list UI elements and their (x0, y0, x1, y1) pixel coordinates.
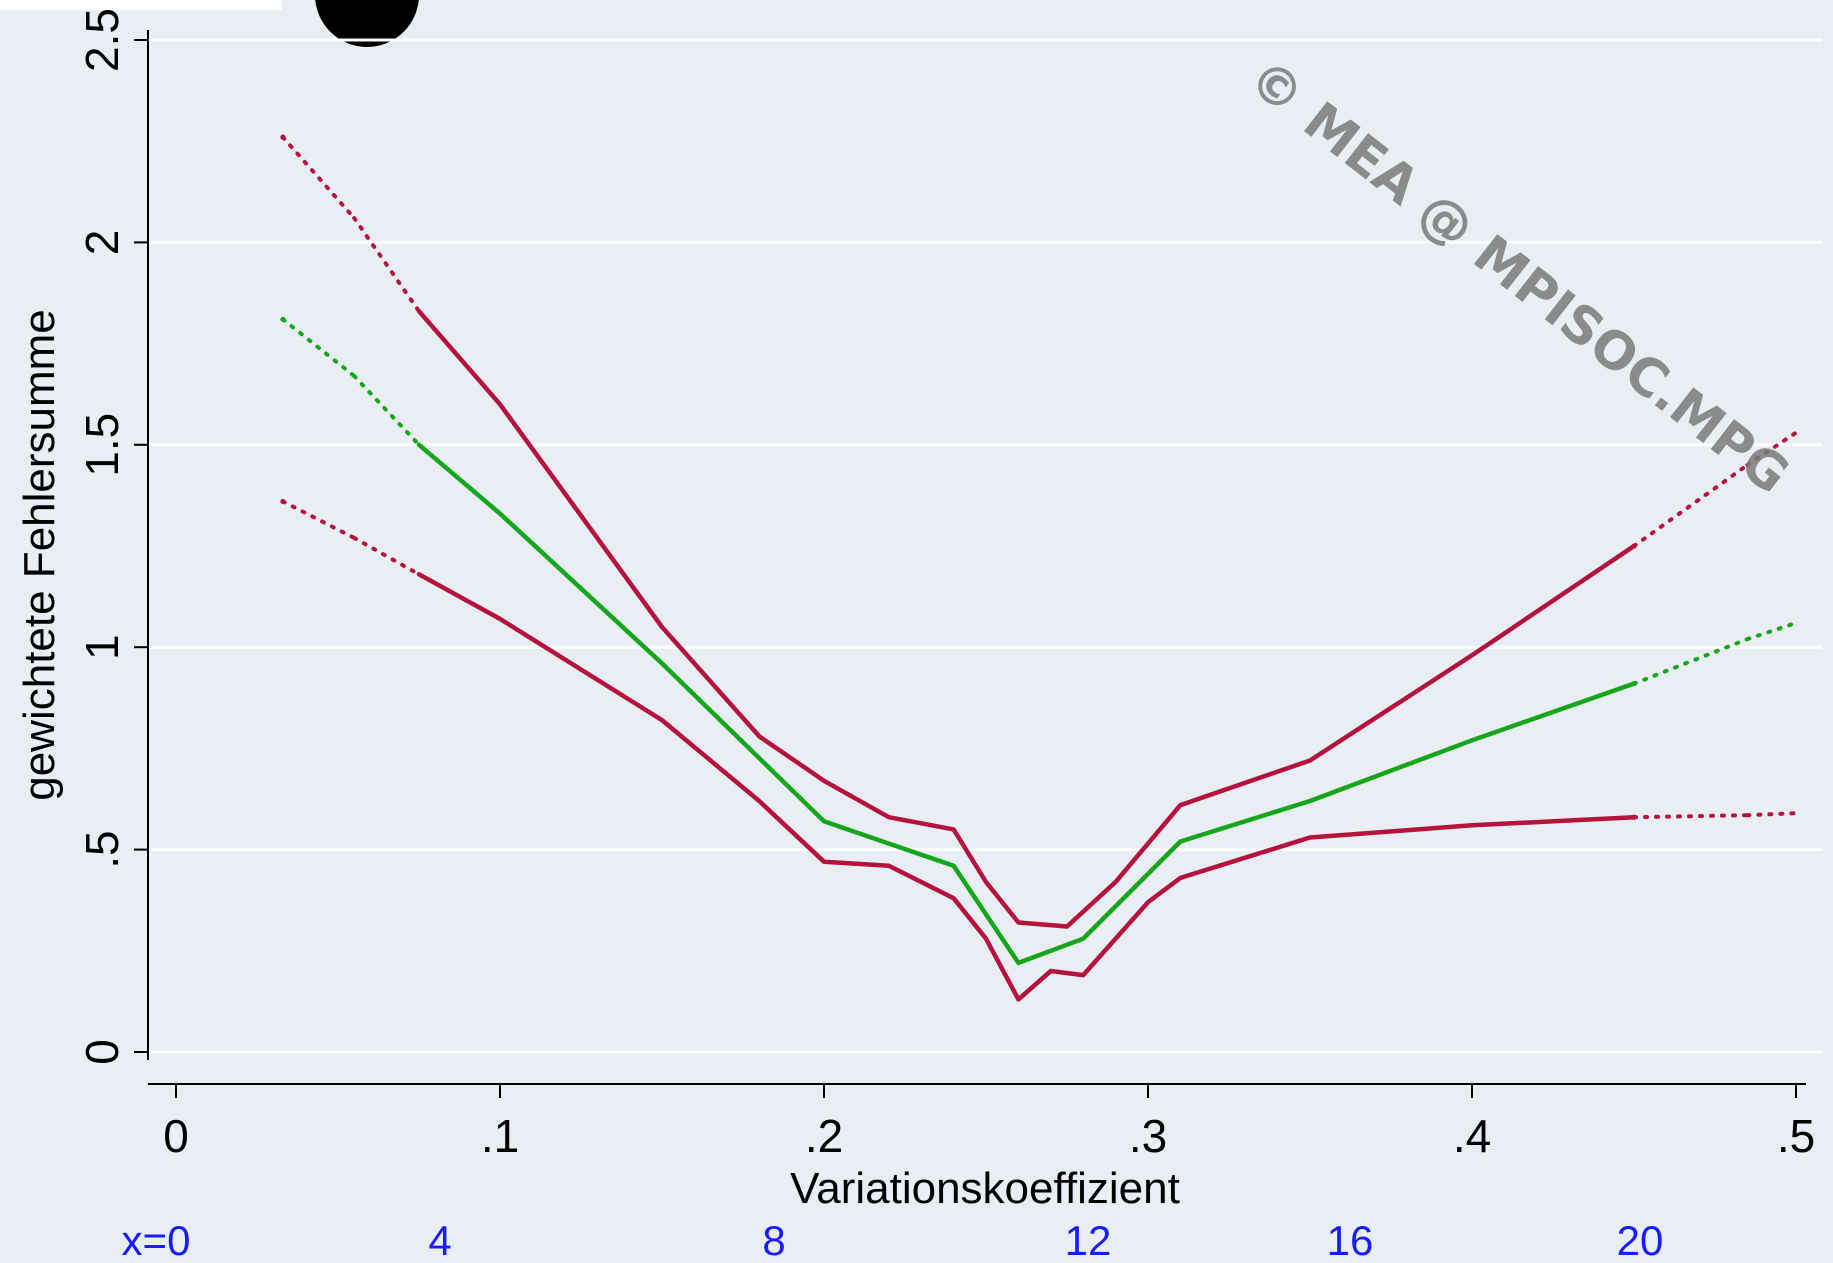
dotted-segment-4-0 (1632, 637, 1750, 686)
x-ticks: 0 .1 .2 .3 .4 .5 (163, 1084, 1815, 1162)
dotted-extensions (280, 134, 1798, 820)
y-axis-title: gewichtete Fehlersumme (15, 309, 64, 801)
x-tick-label-1: .1 (481, 1110, 519, 1162)
dotted-segment-5-1 (1745, 811, 1798, 818)
series-line-center (416, 442, 1637, 966)
dotted-end-point-4 (1631, 681, 1637, 687)
y-tick-label-4: 2 (76, 230, 128, 256)
y-tick-label-3: 1.5 (76, 413, 128, 477)
top-black-disc (315, 0, 419, 47)
bottom-label-2: 8 (762, 1217, 785, 1263)
bottom-index-labels: x=0 4 8 12 16 20 (122, 1217, 1664, 1263)
series-line-lower (416, 572, 1637, 1002)
y-tick-label-5: 2.5 (76, 8, 128, 72)
top-strip (0, 0, 282, 10)
dotted-segment-0-1 (352, 216, 421, 314)
bottom-label-5: 20 (1617, 1217, 1664, 1263)
y-tick-label-0: 0 (76, 1039, 128, 1065)
dotted-segment-1-1 (352, 373, 421, 447)
dotted-end-point-0 (280, 134, 286, 140)
bottom-label-4: 16 (1327, 1217, 1374, 1263)
x-axis-title: Variationskoeffizient (790, 1164, 1180, 1213)
x-tick-label-0: 0 (163, 1110, 189, 1162)
bottom-label-3: 12 (1065, 1217, 1112, 1263)
dotted-segment-1-0 (280, 317, 357, 378)
bottom-label-0: x=0 (122, 1217, 191, 1263)
dotted-segment-2-1 (352, 535, 421, 577)
dotted-segment-3-0 (1632, 463, 1750, 548)
x-tick-label-3: .3 (1129, 1110, 1167, 1162)
x-tick-label-4: .4 (1453, 1110, 1491, 1162)
x-tick-label-2: .2 (805, 1110, 843, 1162)
gridlines (148, 38, 1822, 1054)
bottom-label-1: 4 (428, 1217, 451, 1263)
dotted-end-point-2 (280, 498, 286, 505)
dotted-segment-5-0 (1632, 813, 1750, 820)
dotted-end-point-3 (1631, 543, 1637, 549)
dotted-segment-0-0 (280, 135, 357, 221)
dotted-segment-2-0 (280, 499, 357, 540)
dotted-segment-3-1 (1745, 430, 1798, 468)
series-line-upper (416, 308, 1637, 929)
y-tick-label-2: 1 (76, 634, 128, 660)
dotted-end-point-1 (280, 316, 286, 322)
axes (147, 30, 1806, 1085)
y-tick-label-1: .5 (76, 830, 128, 868)
dotted-end-point-5 (1631, 814, 1637, 820)
dotted-segment-4-1 (1745, 620, 1798, 642)
series-group (416, 308, 1637, 1002)
x-tick-label-5: .5 (1777, 1110, 1815, 1162)
y-ticks: 0 .5 1 1.5 2 2.5 (76, 8, 148, 1065)
